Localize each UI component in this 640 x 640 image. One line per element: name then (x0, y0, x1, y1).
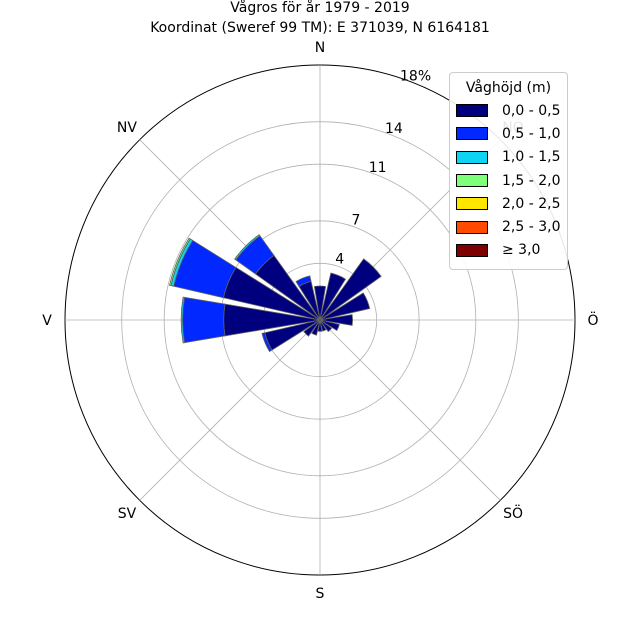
direction-label-sö: SÖ (503, 504, 523, 522)
legend-entry-0: 0,0 - 0,5 (450, 99, 567, 122)
legend-label-4: 2,0 - 2,5 (502, 195, 561, 212)
bar-135-0 (319, 319, 333, 333)
legend-label-5: 2,5 - 3,0 (502, 219, 561, 236)
bar-45-0 (319, 258, 382, 321)
grid-spoke-3 (319, 319, 501, 501)
legend-swatch-6 (456, 243, 488, 257)
bar-22.5-0 (319, 272, 347, 321)
legend-entries: 0,0 - 0,5 0,5 - 1,0 1,0 - 1,5 1,5 - 2,0 2,0 … (450, 99, 567, 262)
radial-tick-label-1: 7 (351, 212, 360, 228)
bar-157.5-0 (319, 319, 327, 332)
direction-label-ö: Ö (587, 311, 598, 329)
bar-90-0 (319, 314, 353, 326)
radial-tick-label-0: 4 (335, 252, 344, 268)
legend-entry-3: 1,5 - 2,0 (450, 169, 567, 192)
bar-315-2 (234, 234, 261, 261)
chart-title: Vågros för år 1979 - 2019 Koordinat (Swe… (0, 0, 640, 38)
direction-label-nv: NV (117, 120, 137, 136)
legend-entry-4: 2,0 - 2,5 (450, 192, 567, 215)
legend-swatch-0 (456, 104, 488, 118)
bar-247.5-1 (261, 332, 273, 353)
chart-title-line1: Vågros för år 1979 - 2019 (230, 0, 410, 16)
bar-0-0 (313, 285, 327, 321)
grid-spoke-5 (139, 319, 321, 501)
bar-270-1 (182, 296, 226, 344)
legend-label-2: 1,0 - 1,5 (502, 149, 561, 166)
bar-270-2 (180, 296, 185, 344)
bar-337.5-1 (295, 275, 312, 287)
direction-label-n: N (315, 40, 325, 56)
legend-label-6: ≥ 3,0 (502, 242, 541, 259)
bar-67.5-0 (319, 292, 371, 321)
legend-entry-2: 1,0 - 1,5 (450, 146, 567, 169)
legend-label-3: 1,5 - 2,0 (502, 172, 561, 189)
direction-label-v: V (42, 313, 52, 329)
direction-label-s: S (316, 586, 325, 602)
legend-entry-6: ≥ 3,0 (450, 239, 567, 262)
bar-292.5-3 (169, 237, 191, 287)
legend-swatch-1 (456, 127, 488, 141)
legend: Våghöjd (m) 0,0 - 0,5 0,5 - 1,0 1,0 - 1,5 1… (449, 72, 568, 270)
bar-225-0 (303, 319, 321, 337)
bar-180-0 (317, 319, 323, 332)
legend-label-1: 0,5 - 1,0 (502, 125, 561, 142)
legend-title: Våghöjd (m) (465, 80, 552, 96)
legend-swatch-3 (456, 174, 488, 188)
legend-entry-5: 2,5 - 3,0 (450, 215, 567, 238)
legend-entry-1: 0,5 - 1,0 (450, 122, 567, 145)
chart-subtitle: Koordinat (Sweref 99 TM): E 371039, N 61… (150, 20, 490, 36)
radial-tick-label-3: 14 (385, 121, 403, 137)
legend-swatch-2 (456, 150, 488, 164)
legend-swatch-4 (456, 197, 488, 211)
legend-label-0: 0,0 - 0,5 (502, 102, 561, 119)
radial-tick-label-4: 18% (400, 68, 431, 84)
radial-tick-label-2: 11 (369, 160, 387, 176)
legend-swatch-5 (456, 220, 488, 234)
bar-202.5-0 (311, 319, 321, 336)
wind-rose-bars (169, 234, 382, 353)
bar-112.5-0 (319, 319, 340, 332)
direction-label-sv: SV (118, 506, 137, 522)
